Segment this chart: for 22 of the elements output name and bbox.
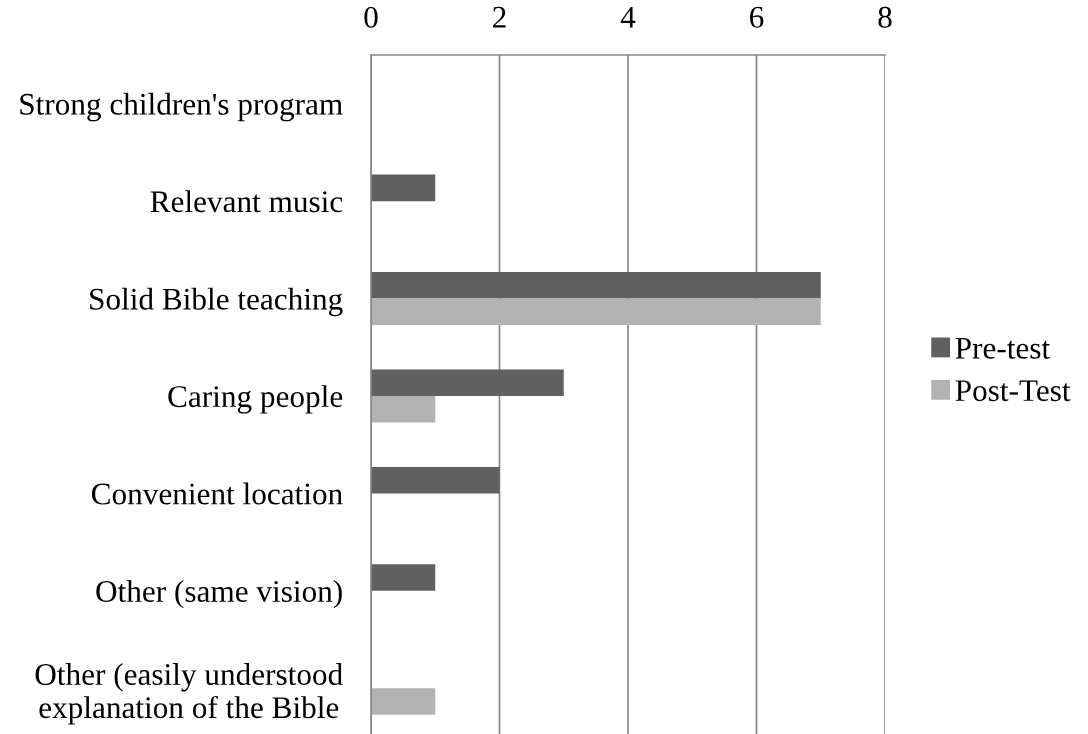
- y-tick-label: Other (easily understood explanation of the Bible: [35, 663, 343, 725]
- bar: [371, 174, 436, 202]
- x-tick-label: 2: [493, 6, 506, 28]
- x-tick-label: 6: [750, 6, 764, 28]
- x-tick-label: 8: [878, 6, 892, 28]
- y-tick-label: Other (same vision): [96, 580, 342, 609]
- bar: [371, 369, 564, 396]
- y-tick-label: Relevant music: [150, 190, 343, 213]
- legend-label: Pre-test: [955, 337, 1050, 359]
- legend-label: Post-Test: [955, 380, 1071, 402]
- x-tick-label: 4: [620, 6, 636, 28]
- x-tick-label: 0: [364, 6, 378, 28]
- bar: [371, 466, 500, 494]
- bar: [371, 688, 436, 715]
- bar: [371, 272, 821, 299]
- y-tick-label: Strong children's program: [20, 92, 343, 122]
- bar: [371, 298, 821, 326]
- y-tick-label: Convenient location: [91, 482, 343, 505]
- bar: [371, 564, 436, 591]
- y-tick-label: Solid Bible teaching: [90, 287, 343, 317]
- bar: [371, 396, 436, 423]
- y-tick-label: Caring people: [168, 385, 343, 414]
